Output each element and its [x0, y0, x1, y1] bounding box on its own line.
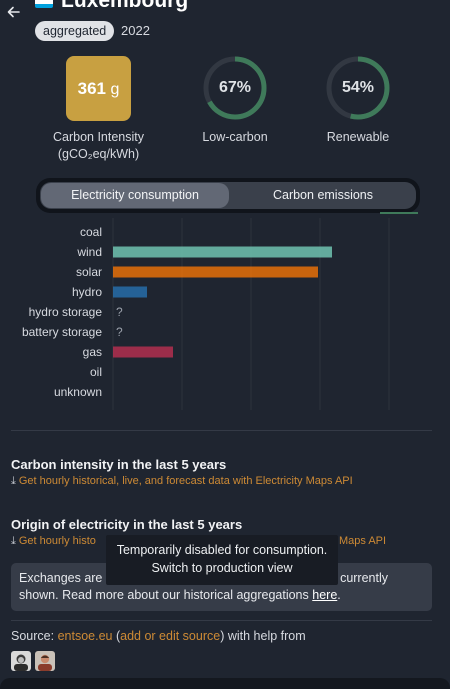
divider — [11, 430, 432, 431]
bar-wind[interactable] — [113, 246, 332, 258]
exchanges-notice: Exchanges are currently shown. Read more… — [11, 563, 432, 611]
notice-text-left: Exchanges are — [19, 571, 103, 585]
category-label: hydro — [72, 285, 102, 299]
source-paren-open: ( — [112, 629, 121, 643]
carbon-intensity-history-title: Carbon intensity in the last 5 years — [11, 457, 227, 472]
low-carbon-label: Low-carbon — [202, 130, 268, 144]
toggle-accent-line — [380, 212, 418, 214]
category-label: battery storage — [22, 325, 102, 339]
origin-api-link-text-left: Get hourly histo — [18, 535, 96, 547]
category-label: wind — [76, 245, 102, 259]
bottom-panel-edge — [0, 678, 450, 689]
renewable-label: Renewable — [326, 130, 390, 144]
category-label: unknown — [54, 385, 102, 399]
category-label: solar — [76, 265, 102, 279]
origin-api-link[interactable]: ⤓ Get hourly histo — [11, 535, 96, 548]
edit-source-link[interactable]: add or edit source — [120, 629, 221, 643]
renewable-ring — [326, 56, 390, 120]
electricity-mix-chart: coal wind solar hydro hydro storage ? battery … — [22, 218, 390, 410]
tooltip-line-2: Switch to production view — [151, 561, 293, 575]
category-label: coal — [80, 225, 102, 239]
download-icon: ⤓ — [11, 535, 16, 547]
low-carbon-ring — [203, 56, 267, 120]
carbon-intensity-label-unit: (gCO₂eq/kWh) — [57, 147, 140, 161]
category-label: oil — [90, 365, 102, 379]
disabled-tooltip: Temporarily disabled for consumption. Sw… — [106, 535, 338, 585]
carbon-intensity-value: 361 — [77, 79, 106, 98]
aggregated-badge: aggregated — [35, 21, 115, 41]
download-icon: ⤓ — [11, 475, 16, 487]
carbon-intensity-box: 361 g — [66, 56, 131, 121]
origin-api-link-tail[interactable]: Maps API — [339, 535, 387, 547]
source-label: Source: — [11, 629, 55, 643]
carbon-intensity-label: Carbon Intensity (gCO₂eq/kWh) — [36, 129, 161, 163]
carbon-intensity-api-link-text: Get hourly historical, live, and forecas… — [18, 475, 353, 487]
country-name: Luxembourg — [61, 0, 189, 12]
low-carbon-value: 67% — [218, 79, 252, 96]
notice-text-line2: shown. Read more about our historical ag… — [19, 588, 309, 602]
country-flag — [35, 0, 53, 8]
contributor-avatar[interactable] — [11, 651, 31, 671]
back-button[interactable] — [4, 2, 24, 22]
carbon-intensity-label-title: Carbon Intensity — [52, 130, 145, 144]
carbon-intensity-api-link[interactable]: ⤓ Get hourly historical, live, and foreca… — [11, 475, 353, 488]
divider — [11, 620, 432, 621]
carbon-intensity-unit: g — [110, 81, 120, 98]
source-org-link[interactable]: entsoe.eu — [57, 629, 113, 643]
notice-here-link[interactable]: here — [312, 588, 338, 602]
tab-electricity-consumption[interactable]: Electricity consumption — [41, 183, 229, 208]
missing-value-marker: ? — [116, 305, 123, 319]
bar-hydro[interactable] — [113, 286, 147, 298]
tab-carbon-emissions[interactable]: Carbon emissions — [272, 188, 374, 202]
contributor-avatar[interactable] — [35, 651, 55, 671]
origin-history-title: Origin of electricity in the last 5 year… — [11, 517, 243, 532]
bar-solar[interactable] — [113, 266, 318, 278]
source-line: Source: entsoe.eu (add or edit source) w… — [11, 629, 306, 643]
category-label: hydro storage — [29, 305, 103, 319]
missing-value-marker: ? — [116, 325, 123, 339]
source-suffix: with help from — [224, 629, 306, 643]
notice-text-right: currently — [340, 571, 388, 585]
bar-gas[interactable] — [113, 346, 173, 358]
notice-period: . — [337, 588, 341, 602]
source-paren-close: ) — [220, 629, 225, 643]
category-label: gas — [83, 345, 102, 359]
year-label: 2022 — [121, 23, 150, 38]
arrow-left-icon — [7, 6, 20, 18]
renewable-value: 54% — [341, 79, 375, 96]
tooltip-line-1: Temporarily disabled for consumption. — [116, 543, 328, 557]
